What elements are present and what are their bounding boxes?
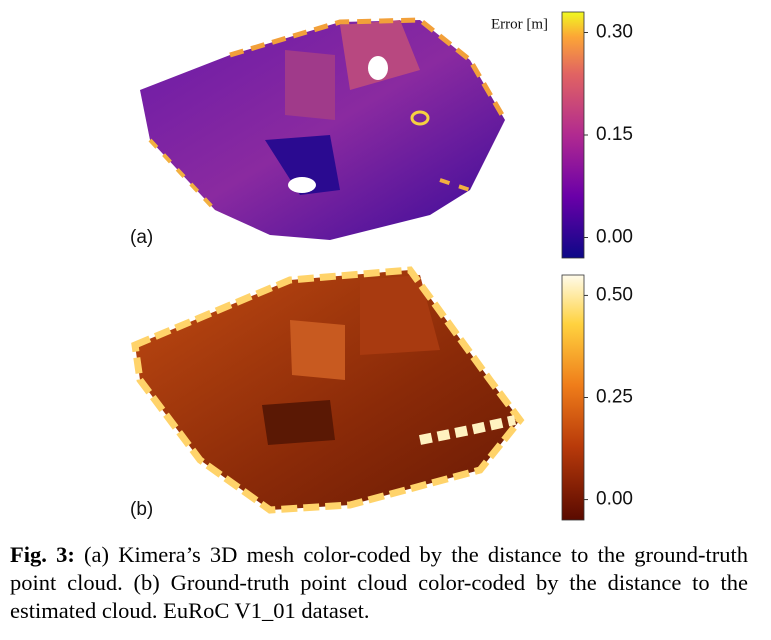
colorbar-title: Error [m] [491, 16, 548, 32]
mesh-a [140, 17, 508, 240]
tick-label: 0.30 [596, 22, 633, 43]
panel-label: (b) [130, 499, 153, 520]
figure: (a) (b) Error [m] 0.30 0.15 0.00 0.50 0.25 0.… [130, 11, 633, 521]
tick-label: 0.50 [596, 284, 633, 305]
tick-label: 0.00 [596, 227, 633, 248]
mesh-b [131, 266, 525, 514]
colorbar [561, 274, 585, 521]
tick-label: 0.00 [596, 489, 633, 510]
tick-label: 0.25 [596, 387, 633, 408]
caption: Fig. 3: (a) Kimera’s 3D mesh color-coded… [10, 541, 748, 625]
caption-label: Fig. 3: [10, 542, 75, 567]
caption-text: (a) Kimera’s 3D mesh color-coded by the … [10, 542, 748, 623]
panel-label: (a) [130, 227, 153, 248]
tick-label: 0.15 [596, 124, 633, 145]
colorbar [561, 11, 585, 259]
